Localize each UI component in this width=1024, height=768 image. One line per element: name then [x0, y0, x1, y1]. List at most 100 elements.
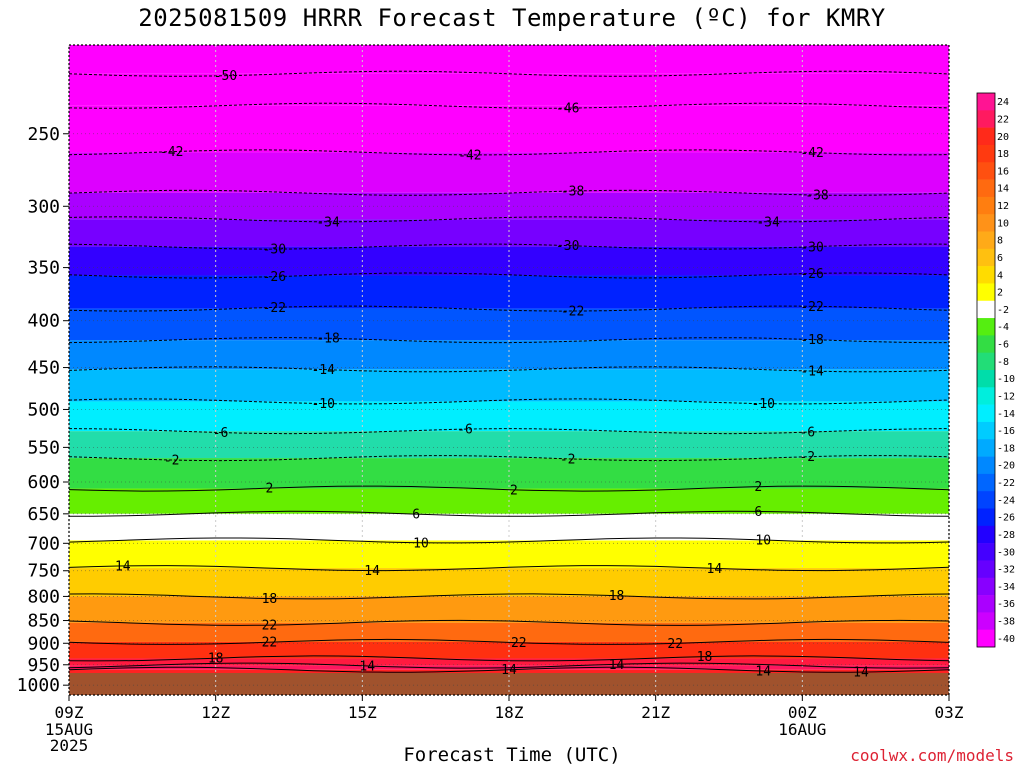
y-tick-label: 300 [27, 196, 60, 217]
y-tick-label: 550 [27, 437, 60, 458]
contour-label: -14 [800, 365, 824, 380]
y-tick-label: 350 [27, 258, 60, 279]
contour-label: -10 [311, 397, 334, 412]
color-band [69, 568, 949, 597]
y-tick-label: 800 [27, 586, 60, 607]
contour-label: -22 [561, 305, 584, 320]
contour-label: 10 [413, 536, 429, 551]
colorbar-label: -2 [997, 305, 1009, 316]
colorbar-label: 18 [997, 149, 1009, 160]
colorbar-swatch [977, 283, 995, 302]
colorbar-swatch [977, 300, 995, 319]
contour-label: -2 [164, 454, 180, 469]
contour-label: 14 [359, 659, 375, 674]
colorbar-label: -32 [997, 565, 1015, 576]
colorbar-label: -8 [997, 357, 1009, 368]
colorbar-label: -30 [997, 547, 1015, 558]
colorbar-swatch [977, 335, 995, 353]
contour-line [68, 565, 950, 572]
color-band [69, 219, 949, 247]
colorbar-swatch [977, 525, 995, 544]
contour-label: -34 [316, 215, 340, 230]
colorbar-label: 24 [997, 97, 1009, 108]
contour-label: 14 [501, 663, 517, 678]
x-tick-label: 00Z [788, 703, 817, 722]
contour-label: -34 [756, 215, 780, 230]
colorbar-frame [976, 92, 996, 648]
contour-line [68, 305, 950, 312]
colorbar-label: 4 [997, 270, 1003, 281]
colorbar-label: -36 [997, 599, 1015, 610]
contour-line [68, 398, 950, 405]
colorbar-swatch [977, 93, 995, 111]
isotherm-contours [68, 70, 950, 673]
contour-line [68, 428, 950, 435]
colorbar-swatch [977, 491, 995, 509]
contour-label: 22 [262, 636, 278, 651]
y-tick-label: 900 [27, 633, 60, 654]
colorbar-label: -28 [997, 530, 1015, 541]
colorbar-swatch [977, 421, 995, 440]
colorbar-swatch [977, 439, 995, 457]
contour-line [68, 149, 950, 156]
contour-line [68, 662, 950, 669]
colorbar-swatch [977, 456, 995, 475]
contour-label: -38 [561, 185, 584, 200]
colorbar-swatch [977, 214, 995, 232]
contour-line [68, 485, 950, 492]
x-tick-label: 18Z [495, 703, 524, 722]
color-band [69, 458, 949, 489]
contour-label: 6 [754, 505, 762, 520]
colorbar-swatch [977, 595, 995, 613]
colorbar-label: -26 [997, 513, 1015, 524]
y-tick-label: 600 [27, 472, 60, 493]
contour-label: -22 [263, 301, 286, 316]
colorbar-swatch [977, 231, 995, 250]
contour-label: 14 [364, 564, 380, 579]
colorbar-label: 10 [997, 218, 1009, 229]
colorbar-legend: 24 22 20 18 16 14 12 10 8 6 4 2 -2 -4 -6 -8 -10 -12 -14 -16… [976, 92, 1015, 648]
y-tick-label: 450 [27, 358, 60, 379]
colorbar-label: -12 [997, 391, 1015, 402]
colorbar-label: 14 [997, 184, 1009, 195]
colorbar-label: 20 [997, 132, 1009, 143]
colorbar-label: -6 [997, 340, 1009, 351]
colorbar-swatch [977, 318, 995, 336]
contour-label: -6 [799, 426, 815, 441]
contour-label: -18 [800, 333, 823, 348]
x-tick-label: 21Z [641, 703, 670, 722]
colorbar-label: 22 [997, 114, 1009, 125]
colorbar-swatch [977, 196, 995, 215]
source-credit: coolwx.com/models [850, 746, 1014, 765]
colorbar-label: -24 [997, 495, 1015, 506]
color-band [69, 105, 949, 153]
colorbar-swatch [977, 370, 995, 388]
colorbar-swatch [977, 266, 995, 284]
colorbar-swatch [977, 110, 995, 128]
color-band [69, 622, 949, 642]
x-tick-label: 15Z [348, 703, 377, 722]
contour-label: -18 [316, 332, 339, 347]
contour-label: 18 [697, 650, 713, 665]
y-axis: 2503003504004505005506006507007508008509… [17, 124, 69, 696]
contour-label: 14 [755, 665, 771, 680]
contour-label: -26 [263, 270, 286, 285]
contour-label: -42 [458, 148, 481, 163]
contour-label: 6 [412, 508, 420, 523]
contour-label: 2 [510, 483, 518, 498]
contour-label: -2 [560, 452, 576, 467]
contour-line [68, 70, 950, 77]
colorbar-swatch [977, 560, 995, 579]
y-tick-label: 250 [27, 124, 60, 145]
colorbar-swatch [977, 162, 995, 180]
colorbar-label: -16 [997, 426, 1015, 437]
contour-label: 14 [853, 666, 869, 681]
y-tick-label: 850 [27, 611, 60, 632]
colorbar-label: 12 [997, 201, 1009, 212]
contour-line [68, 537, 950, 544]
colorbar-label: -10 [997, 374, 1015, 385]
contour-label: -50 [214, 69, 237, 84]
colorbar-label: -40 [997, 634, 1015, 645]
contour-line [68, 666, 950, 673]
contour-line [68, 655, 950, 662]
